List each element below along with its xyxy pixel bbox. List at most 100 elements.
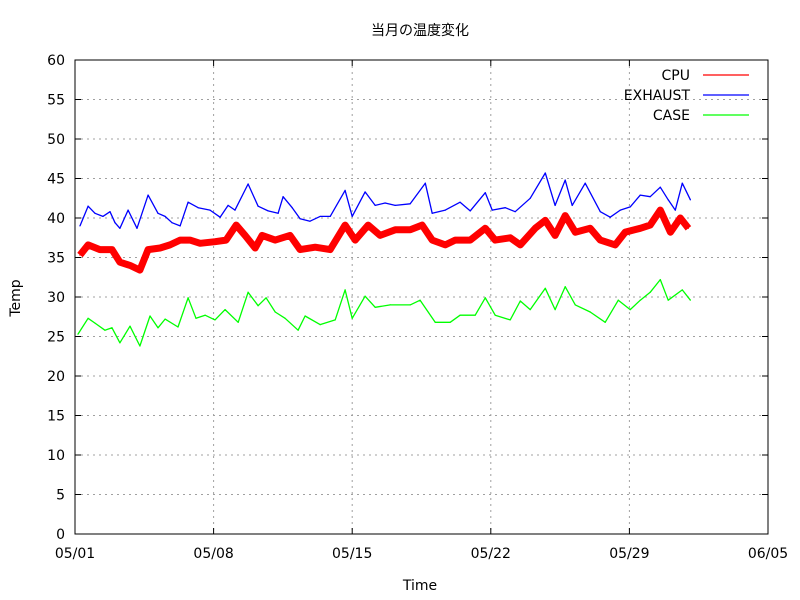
data-point-exhaust [267,210,269,212]
y-tick-label: 30 [47,290,65,306]
data-point-exhaust [649,196,651,198]
data-point-cpu [129,264,131,266]
data-point-cpu [444,244,446,246]
data-point-exhaust [136,227,138,229]
data-point-cpu [87,244,89,246]
data-point-exhaust [599,211,601,213]
data-point-case [449,321,451,323]
data-point-cpu [314,246,316,248]
data-point-cpu [189,239,191,241]
data-point-case [554,309,556,311]
data-point-exhaust [431,212,433,214]
data-point-cpu [599,239,601,241]
data-point-cpu [354,239,356,241]
data-point-exhaust [164,215,166,218]
data-point-cpu [214,241,216,243]
data-point-cpu [147,249,149,251]
data-point-exhaust [681,182,683,184]
legend: CPU EXHAUST CASE [624,68,749,124]
data-point-case [139,345,141,347]
data-point-exhaust [491,209,493,211]
data-point-exhaust [102,215,104,218]
data-point-case [157,327,159,329]
data-point-cpu [589,227,591,229]
data-point-cpu [484,227,486,229]
y-tick-label: 25 [47,330,65,346]
y-tick-label: 5 [56,488,65,504]
data-point-cpu [554,234,556,236]
series-group [77,172,692,347]
data-point-cpu [494,239,496,241]
data-point-exhaust [329,215,331,218]
data-point-case [177,326,179,328]
data-point-exhaust [257,205,259,207]
data-point-case [374,306,376,308]
x-tick-label: 06/05 [748,546,788,562]
data-point-exhaust [374,204,376,206]
data-point-case [344,289,346,291]
data-point-exhaust [344,189,346,191]
data-point-cpu [624,231,626,233]
data-point-cpu [299,249,301,251]
data-point-exhaust [514,211,516,213]
data-point-case [304,315,306,317]
data-point-cpu [169,244,171,246]
data-point-cpu [367,224,369,226]
data-point-cpu [421,224,423,226]
y-tick-label: 60 [47,53,65,69]
data-point-exhaust [667,199,669,201]
legend-label-cpu: CPU [662,68,690,84]
data-point-cpu [139,269,141,271]
data-point-exhaust [444,209,446,211]
data-point-cpu [225,239,227,241]
data-point-case [351,317,353,319]
data-point-exhaust [674,209,676,211]
data-point-case [629,309,631,311]
data-point-case [529,309,531,311]
data-point-exhaust [87,205,89,207]
data-point-case [224,309,226,311]
data-point-exhaust [319,215,321,218]
data-point-case [574,304,576,306]
data-point-cpu [111,249,113,251]
data-point-case [334,319,336,321]
data-point-exhaust [171,222,173,224]
data-point-exhaust [127,209,129,211]
data-point-cpu [244,234,246,236]
data-point-exhaust [157,212,159,214]
y-tick-label: 40 [47,211,65,227]
data-point-exhaust [639,194,641,196]
data-point-case [419,299,421,301]
data-point-exhaust [234,209,236,211]
series-line-cpu [77,206,692,274]
y-tick-label: 45 [47,172,65,188]
data-point-case [297,329,299,331]
data-point-cpu [379,234,381,236]
data-point-exhaust [219,216,221,218]
data-point-exhaust [209,209,211,211]
data-point-case [164,318,166,320]
x-tick-label: 05/01 [55,546,95,562]
data-point-case [257,305,259,307]
y-tick-label: 10 [47,448,65,464]
data-point-cpu [564,215,566,217]
data-point-exhaust [529,197,531,199]
data-point-exhaust [119,227,121,229]
y-axis-label: Temp [8,279,24,317]
data-point-exhaust [282,196,284,198]
data-point-case [389,304,391,306]
data-point-case [681,289,683,291]
data-point-exhaust [564,179,566,181]
data-point-case [129,325,131,327]
data-point-cpu [679,217,681,219]
data-point-cpu [409,229,411,231]
data-point-exhaust [554,204,556,206]
data-point-exhaust [629,206,631,208]
data-point-cpu [235,224,237,226]
data-point-cpu [159,247,161,249]
data-point-exhaust [584,182,586,184]
data-point-case [459,314,461,316]
data-point-cpu [534,227,536,229]
data-point-cpu [99,249,101,251]
